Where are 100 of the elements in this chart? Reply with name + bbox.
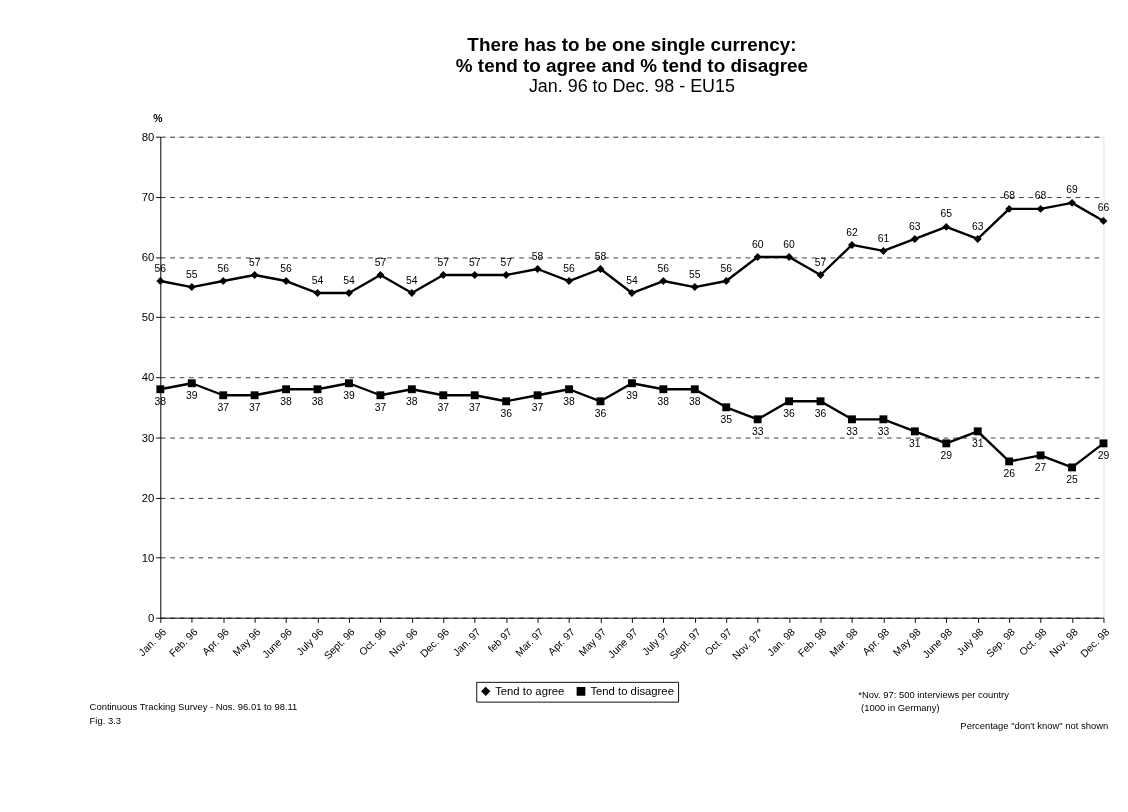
data-label: 38 — [406, 396, 418, 408]
data-label: 37 — [531, 402, 544, 414]
text: *Nov. 97: 500 interviews per country — [858, 688, 1010, 700]
data-label: 37 — [217, 402, 230, 414]
data-label: 39 — [343, 390, 355, 402]
data-label: 38 — [689, 396, 701, 408]
data-label: 68 — [1003, 190, 1016, 202]
data-label: 61 — [877, 232, 890, 244]
x-tick-label: feb 97 — [485, 626, 515, 655]
data-label: 38 — [280, 396, 293, 408]
x-tick-label: May 97 — [576, 626, 609, 659]
data-label: 31 — [971, 438, 984, 450]
data-label: 33 — [846, 426, 858, 438]
data-label: 60 — [751, 238, 764, 250]
data-label: 37 — [374, 402, 387, 414]
data-label: 36 — [500, 408, 513, 420]
y-tick-label: 80 — [141, 130, 155, 143]
x-tick-label: Mar. 98 — [827, 626, 861, 659]
x-tick-label: Dec. 96 — [418, 626, 452, 660]
data-label: 38 — [311, 396, 324, 408]
data-label: 25 — [1066, 474, 1079, 486]
caption: Fig. 3.3 — [89, 715, 122, 727]
data-label: 37 — [248, 402, 261, 414]
y-tick-label: 70 — [141, 191, 155, 204]
x-tick-label: Mar. 97 — [513, 626, 546, 659]
x-tick-label: Jan. 96 — [136, 626, 169, 659]
data-label: 36 — [814, 408, 827, 420]
y-tick-label: 30 — [141, 431, 155, 444]
data-label: 33 — [877, 426, 890, 438]
text: (1000 in Germany) — [861, 702, 940, 714]
data-label: 69 — [1066, 184, 1079, 196]
y-tick-label: 10 — [141, 551, 155, 564]
data-label: 57 — [437, 256, 450, 268]
data-label: 57 — [468, 256, 481, 268]
text: Percentage "don't know" not shown — [960, 720, 1109, 732]
data-label: 33 — [751, 426, 764, 438]
x-tick-label: May 98 — [890, 626, 923, 659]
data-label: 66 — [1097, 202, 1110, 214]
data-label: 63 — [971, 220, 984, 232]
x-tick-label: Apr. 97 — [545, 626, 578, 658]
y-axis-title: % — [153, 113, 163, 125]
x-tick-label: Feb. 98 — [795, 626, 829, 659]
data-label: 57 — [814, 256, 827, 268]
data-label: 31 — [909, 438, 921, 450]
x-tick-label: Nov. 98 — [1047, 626, 1081, 659]
x-tick-label: Sep. 98 — [984, 626, 1018, 660]
data-label: 37 — [437, 402, 450, 414]
data-label: 27 — [1034, 462, 1047, 474]
data-label: 39 — [626, 390, 638, 402]
data-label: 62 — [846, 226, 858, 238]
data-label: 56 — [217, 262, 230, 274]
data-label: 54 — [311, 274, 324, 286]
data-label: 36 — [783, 408, 796, 420]
data-label: 57 — [500, 256, 513, 268]
chart-subtitle: Jan. 96 to Dec. 98 - EU15 — [528, 76, 735, 97]
data-label: 56 — [280, 262, 293, 274]
x-tick-label: Oct. 98 — [1017, 626, 1049, 658]
data-label: 35 — [720, 414, 733, 426]
x-tick-label: Feb. 96 — [167, 626, 200, 659]
x-tick-label: May 96 — [230, 626, 263, 659]
data-label: 58 — [531, 250, 544, 262]
data-label: 55 — [186, 268, 198, 280]
data-label: 29 — [1097, 450, 1110, 462]
data-label: 55 — [689, 268, 701, 280]
y-tick-label: 60 — [141, 251, 155, 264]
data-label: 57 — [374, 256, 387, 268]
data-label: 38 — [657, 396, 670, 408]
x-tick-label: Oct. 96 — [356, 626, 389, 658]
data-label: 60 — [783, 238, 796, 250]
text: Continuous Tracking Survey - Nos. 96.01 to 98.11 — [89, 701, 298, 713]
x-tick-label: Dec. 98 — [1078, 626, 1112, 660]
data-label: 65 — [940, 208, 953, 220]
data-label: 39 — [186, 390, 198, 402]
data-label: 68 — [1034, 190, 1047, 202]
legend-label: Tend to disagree — [590, 685, 674, 698]
y-tick-label: 20 — [141, 491, 155, 504]
data-label: 56 — [563, 262, 576, 274]
data-label: 56 — [657, 262, 670, 274]
chart-title: There has to be one single currency: % tend to agree and % tend to disagree — [455, 33, 808, 76]
data-label: 26 — [1003, 468, 1016, 480]
y-tick-label: 50 — [141, 311, 155, 324]
y-tick-label: 40 — [141, 371, 155, 384]
x-tick-label: July 98 — [954, 626, 986, 658]
data-label: 54 — [406, 274, 418, 286]
x-tick-label: Jan. 98 — [765, 626, 798, 659]
data-label: 54 — [626, 274, 638, 286]
data-label: 58 — [594, 250, 607, 262]
data-label: 57 — [248, 256, 261, 268]
data-label: 37 — [468, 402, 481, 414]
x-tick-label: Apr. 96 — [200, 626, 232, 658]
x-tick-label: Jan. 97 — [450, 626, 483, 659]
x-tick-label: Apr. 98 — [860, 626, 892, 658]
data-label: 36 — [594, 408, 607, 420]
data-label: 54 — [343, 274, 355, 286]
legend-label: Tend to agree — [495, 685, 565, 698]
data-label: 38 — [563, 396, 576, 408]
data-label: 63 — [909, 220, 921, 232]
data-label: 29 — [940, 450, 953, 462]
x-tick-label: Nov. 96 — [387, 626, 420, 659]
y-tick-label: 0 — [147, 611, 155, 624]
